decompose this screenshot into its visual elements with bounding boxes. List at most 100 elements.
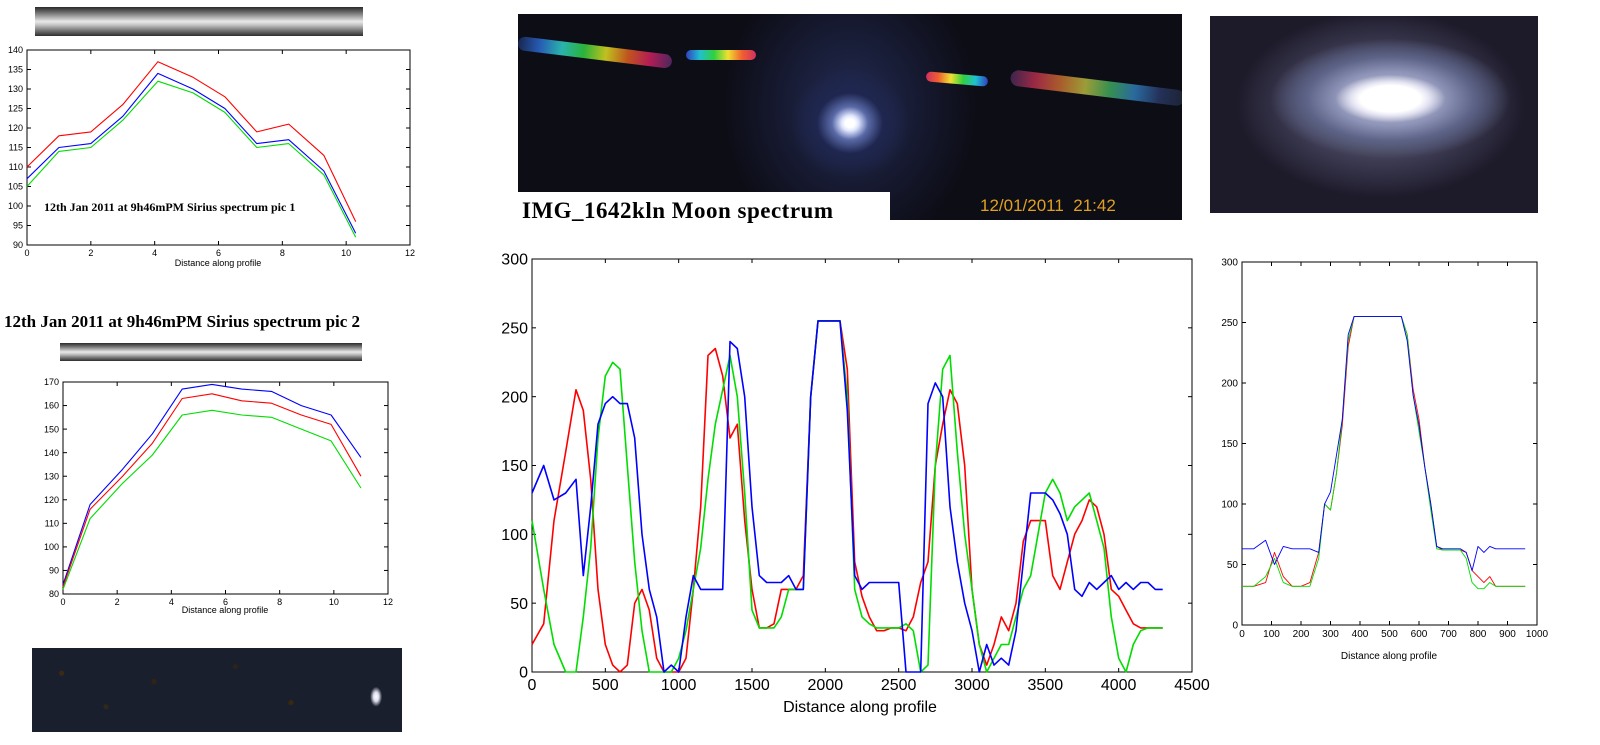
sirius-spectrum-strip-1 [35,7,363,36]
x-tick-label: 200 [1293,629,1310,640]
spectrum-streak-mid-left [686,50,756,60]
y-tick-label: 120 [8,123,23,133]
x-axis-label: Distance along profile [1341,651,1438,662]
x-tick-label: 500 [1381,629,1398,640]
series-line-green [62,409,362,590]
y-tick-label: 250 [1221,318,1238,329]
x-tick-label: 6 [216,248,221,258]
x-tick-label: 600 [1411,629,1428,640]
spectrum-streak-left [518,36,673,69]
x-tick-label: 4 [169,597,174,607]
moon-spectrum-photo: 12/01/2011 21:42 [518,14,1182,220]
x-tick-label: 0 [24,248,29,258]
chart-sirius-2: 0 2 4 6 8 10 12 80 90 100 110 120 130 140 150 160 170 Dis… [44,377,393,615]
y-tick-label: 110 [9,162,23,172]
y-tick-label: 0 [519,665,528,682]
x-tick-label: 4500 [1174,677,1210,694]
y-tick-label: 100 [501,527,528,544]
x-tick-label: 12 [405,248,415,258]
y-tick-label: 80 [49,589,59,599]
y-tick-label: 105 [8,182,23,192]
plot-frame [62,381,389,595]
series-line-blue [26,72,357,234]
y-tick-label: 120 [44,495,59,505]
x-tick-label: 2500 [881,677,917,694]
x-tick-label: 10 [329,597,339,607]
y-tick-label: 100 [1221,500,1238,511]
moon-closeup-photo [1210,16,1538,213]
x-axis-label: Distance along profile [182,605,269,615]
x-tick-label: 1000 [1526,629,1549,640]
series-line-red [62,393,362,588]
y-tick-label: 0 [1232,621,1238,632]
x-tick-label: 4000 [1101,677,1137,694]
plot-frame [531,258,1193,673]
series-line-blue [1242,315,1526,572]
x-tick-label: 10 [341,248,351,258]
x-axis-label: Distance along profile [783,699,937,716]
x-tick-label: 2 [88,248,93,258]
x-tick-label: 2 [115,597,120,607]
x-tick-label: 700 [1440,629,1457,640]
y-tick-label: 90 [49,566,59,576]
moon-caption-box [518,192,890,230]
x-tick-label: 8 [280,248,285,258]
chart-moon-closeup-profile: 0 100 200 300 400 500 600 700 800 900 1000 0 50 100 15… [1221,258,1549,663]
y-tick-label: 300 [1221,258,1238,269]
chart-sirius-1: 0 2 4 6 8 10 12 90 95 100 105 110 115 120 125 130 135 140… [8,45,415,268]
y-tick-label: 50 [1227,560,1239,571]
x-tick-label: 1500 [734,677,770,694]
y-tick-label: 95 [13,221,23,231]
moon-caption: IMG_1642kln Moon spectrum [522,198,834,223]
plot-frame [1241,261,1538,626]
x-tick-label: 3500 [1028,677,1064,694]
series-line-red [26,61,357,222]
spectrum-streak-right [1009,69,1182,107]
y-tick-label: 125 [8,104,23,114]
x-tick-label: 4 [152,248,157,258]
y-tick-label: 100 [8,201,23,211]
x-tick-label: 8 [277,597,282,607]
x-tick-label: 800 [1470,629,1487,640]
x-tick-label: 900 [1499,629,1516,640]
x-axis-label: Distance along profile [175,258,262,268]
series-line-blue [62,383,362,585]
x-tick-label: 500 [592,677,619,694]
y-tick-label: 150 [501,458,528,475]
y-tick-label: 130 [44,471,59,481]
x-tick-label: 3000 [954,677,990,694]
x-tick-label: 0 [1239,629,1245,640]
y-tick-label: 200 [1221,379,1238,390]
x-tick-label: 400 [1352,629,1369,640]
x-tick-label: 0 [528,677,537,694]
star-photo [32,648,402,732]
x-tick-label: 1000 [661,677,697,694]
chart-moon-profile: 0 500 1000 1500 2000 2500 3000 3500 4000 4500 0 50 1… [501,252,1210,716]
y-tick-label: 110 [45,518,59,528]
series-line-blue [531,320,1163,673]
x-tick-label: 300 [1322,629,1339,640]
y-tick-label: 140 [8,45,23,55]
x-tick-label: 6 [223,597,228,607]
y-tick-label: 160 [44,401,59,411]
timestamp-text: 12/01/2011 21:42 [980,196,1116,215]
sirius-spectrum-strip-2 [60,343,362,361]
y-tick-label: 140 [44,448,59,458]
pic1-caption: 12th Jan 2011 at 9h46mPM Sirius spectrum… [44,200,296,214]
x-tick-label: 100 [1263,629,1280,640]
y-tick-label: 300 [501,252,528,269]
y-tick-label: 200 [501,389,528,406]
y-tick-label: 115 [9,143,23,153]
y-tick-label: 150 [44,424,59,434]
x-tick-label: 2000 [808,677,844,694]
x-tick-label: 12 [383,597,393,607]
series-line-green [26,80,357,238]
series-line-green [531,320,1163,673]
y-tick-label: 90 [13,240,23,250]
spectrum-streak-mid-right [925,71,989,87]
y-tick-label: 130 [8,84,23,94]
y-tick-label: 250 [501,320,528,337]
y-tick-label: 100 [44,542,59,552]
y-tick-label: 170 [44,377,59,387]
pic2-caption: 12th Jan 2011 at 9h46mPM Sirius spectrum… [4,312,361,331]
